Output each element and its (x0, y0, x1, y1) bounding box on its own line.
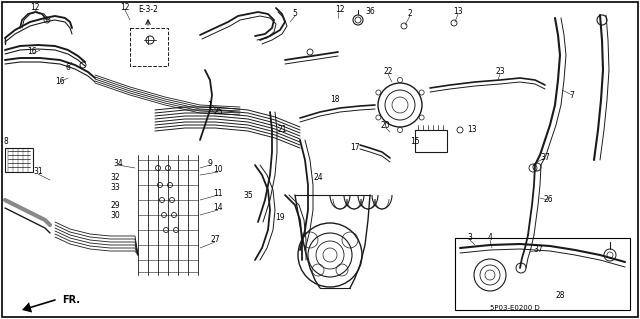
Text: 26: 26 (543, 196, 553, 204)
Text: 2: 2 (408, 10, 412, 19)
Text: 8: 8 (3, 137, 8, 146)
Text: 12: 12 (30, 4, 40, 12)
Text: 6: 6 (65, 63, 70, 72)
Text: 28: 28 (556, 291, 564, 300)
Text: FR.: FR. (62, 295, 80, 305)
Bar (130, 28, 168, 66)
Text: 34: 34 (113, 159, 123, 167)
Text: 37: 37 (533, 246, 543, 255)
Text: 22: 22 (383, 68, 393, 77)
Text: 5: 5 (292, 10, 298, 19)
Text: 18: 18 (330, 95, 340, 105)
Text: 5P03-E0200 D: 5P03-E0200 D (490, 305, 540, 311)
Text: 36: 36 (365, 8, 375, 17)
Text: 19: 19 (275, 213, 285, 222)
Text: 31: 31 (33, 167, 43, 176)
Text: 15: 15 (410, 137, 420, 146)
Text: 3: 3 (468, 234, 472, 242)
Text: 23: 23 (495, 68, 505, 77)
Text: 33: 33 (110, 183, 120, 192)
Text: 27: 27 (210, 235, 220, 244)
Text: 4: 4 (488, 234, 492, 242)
Text: 16: 16 (27, 48, 37, 56)
Text: 12: 12 (335, 5, 345, 14)
Text: 9: 9 (207, 159, 212, 167)
Bar (5, 148, 33, 172)
Text: 32: 32 (110, 174, 120, 182)
Text: 13: 13 (467, 125, 477, 135)
Text: 1: 1 (207, 100, 212, 109)
Bar (455, 238, 630, 310)
Text: 20: 20 (380, 121, 390, 130)
Text: 14: 14 (213, 204, 223, 212)
Text: 37: 37 (540, 153, 550, 162)
Polygon shape (22, 302, 32, 313)
Text: 11: 11 (213, 189, 223, 197)
Text: 12: 12 (120, 4, 130, 12)
Text: 24: 24 (313, 174, 323, 182)
Text: 25: 25 (213, 108, 223, 116)
Text: 7: 7 (570, 91, 575, 100)
Text: 35: 35 (243, 190, 253, 199)
Bar (415, 130, 447, 152)
Text: 30: 30 (110, 211, 120, 219)
Text: 29: 29 (110, 201, 120, 210)
Text: 21: 21 (277, 125, 287, 135)
Text: 16: 16 (55, 78, 65, 86)
Text: 17: 17 (350, 144, 360, 152)
Text: E-3-2: E-3-2 (138, 5, 158, 14)
Text: 10: 10 (213, 166, 223, 174)
Text: 13: 13 (453, 8, 463, 17)
